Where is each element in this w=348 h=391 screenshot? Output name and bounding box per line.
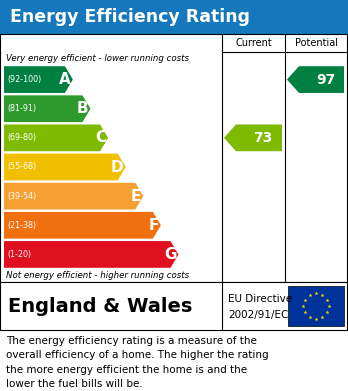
Text: (81-91): (81-91) <box>7 104 36 113</box>
Polygon shape <box>224 124 282 151</box>
Polygon shape <box>4 124 108 151</box>
Text: 97: 97 <box>316 73 335 86</box>
Polygon shape <box>4 66 73 93</box>
Text: F: F <box>149 218 159 233</box>
Text: (92-100): (92-100) <box>7 75 41 84</box>
Text: 73: 73 <box>253 131 272 145</box>
Bar <box>0 282 347 330</box>
Text: (21-38): (21-38) <box>7 221 36 230</box>
Text: (69-80): (69-80) <box>7 133 36 142</box>
Text: The energy efficiency rating is a measure of the
overall efficiency of a home. T: The energy efficiency rating is a measur… <box>6 336 269 389</box>
Text: (39-54): (39-54) <box>7 192 36 201</box>
Text: B: B <box>77 101 88 116</box>
Bar <box>288 286 344 326</box>
Text: C: C <box>95 130 106 145</box>
Bar <box>0 34 347 282</box>
Polygon shape <box>4 183 143 210</box>
Polygon shape <box>4 95 90 122</box>
Text: D: D <box>111 160 124 174</box>
Text: Current: Current <box>235 38 272 48</box>
Text: (55-68): (55-68) <box>7 163 36 172</box>
Text: England & Wales: England & Wales <box>8 296 192 316</box>
Text: Very energy efficient - lower running costs: Very energy efficient - lower running co… <box>6 54 189 63</box>
Text: E: E <box>131 188 141 204</box>
Text: G: G <box>164 247 176 262</box>
Text: Energy Efficiency Rating: Energy Efficiency Rating <box>10 8 250 26</box>
Text: 2002/91/EC: 2002/91/EC <box>228 310 288 319</box>
Polygon shape <box>287 66 344 93</box>
Polygon shape <box>4 212 161 239</box>
Bar <box>0 0 348 34</box>
Text: Potential: Potential <box>295 38 338 48</box>
Polygon shape <box>4 154 126 180</box>
Text: Not energy efficient - higher running costs: Not energy efficient - higher running co… <box>6 271 189 280</box>
Text: (1-20): (1-20) <box>7 250 31 259</box>
Text: A: A <box>59 72 71 87</box>
Polygon shape <box>4 241 179 268</box>
Text: EU Directive: EU Directive <box>228 294 292 304</box>
